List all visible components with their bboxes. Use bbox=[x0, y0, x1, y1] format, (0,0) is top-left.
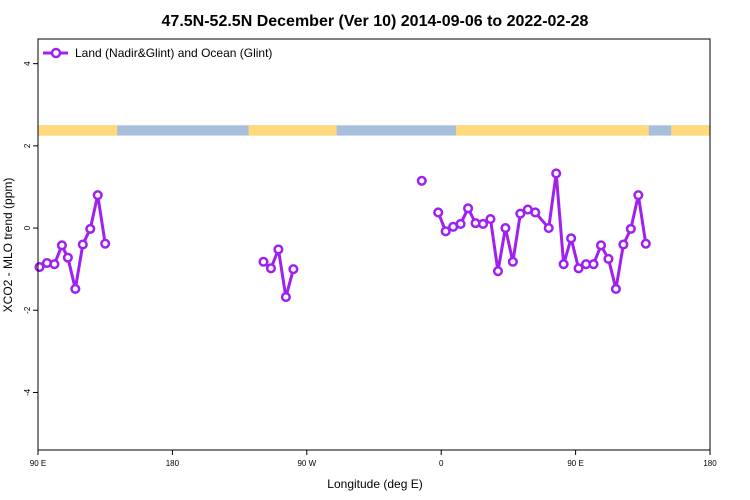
y-tick-label: -2 bbox=[23, 306, 32, 314]
data-point bbox=[485, 213, 496, 225]
ocean-band bbox=[38, 125, 710, 136]
data-point bbox=[640, 238, 651, 249]
x-tick-label: 180 bbox=[166, 459, 180, 468]
series-line bbox=[436, 171, 648, 291]
data-point bbox=[416, 175, 427, 186]
chart-title: 47.5N-52.5N December (Ver 10) 2014-09-06… bbox=[162, 13, 589, 30]
data-point bbox=[595, 240, 607, 251]
data-point bbox=[530, 207, 541, 218]
data-point bbox=[625, 223, 636, 234]
legend-marker bbox=[50, 47, 62, 59]
data-point bbox=[85, 223, 96, 234]
data-point bbox=[70, 283, 81, 294]
data-point bbox=[288, 264, 299, 275]
data-point bbox=[463, 203, 474, 214]
x-tick-label: 90 E bbox=[30, 459, 46, 468]
data-point bbox=[455, 218, 466, 229]
data-point bbox=[49, 259, 60, 270]
data-point bbox=[610, 283, 621, 294]
data-point bbox=[258, 256, 269, 267]
series-layer bbox=[34, 168, 651, 303]
y-axis: -4 -2 0 2 4 bbox=[23, 61, 38, 396]
x-tick-label: 0 bbox=[439, 459, 444, 468]
data-point bbox=[588, 259, 599, 270]
y-tick-label: 0 bbox=[23, 225, 32, 230]
x-tick-label: 180 bbox=[703, 459, 717, 468]
data-point bbox=[492, 266, 503, 277]
land-band-3 bbox=[671, 125, 710, 136]
y-tick-label: 2 bbox=[23, 143, 32, 148]
land-band-2 bbox=[456, 125, 649, 136]
data-point bbox=[265, 263, 277, 274]
data-point bbox=[62, 252, 73, 263]
data-point bbox=[618, 239, 629, 250]
data-point bbox=[558, 259, 569, 270]
data-point bbox=[573, 263, 584, 274]
series-line bbox=[262, 247, 295, 299]
data-point bbox=[500, 223, 511, 234]
data-point bbox=[543, 223, 554, 234]
legend-label: Land (Nadir&Glint) and Ocean (Glint) bbox=[75, 46, 272, 60]
plot-frame bbox=[37, 38, 711, 451]
data-point bbox=[507, 256, 518, 267]
data-point bbox=[56, 240, 67, 251]
x-axis-label: Longitude (deg E) bbox=[327, 477, 422, 491]
y-tick-label: 4 bbox=[23, 61, 32, 66]
data-point bbox=[100, 238, 111, 249]
x-tick-label: 90 E bbox=[567, 459, 583, 468]
data-point bbox=[566, 233, 577, 244]
data-point bbox=[77, 239, 88, 250]
data-point bbox=[551, 168, 562, 179]
data-point bbox=[273, 244, 284, 255]
data-point bbox=[515, 208, 526, 219]
land-band-1 bbox=[248, 125, 337, 136]
legend: Land (Nadir&Glint) and Ocean (Glint) bbox=[43, 46, 272, 60]
x-tick-label: 90 W bbox=[297, 459, 316, 468]
series-line bbox=[38, 193, 107, 291]
data-point bbox=[92, 190, 103, 201]
data-point bbox=[440, 226, 451, 237]
data-point bbox=[433, 207, 444, 218]
y-axis-label: XCO2 - MLO trend (ppm) bbox=[1, 178, 15, 313]
land-ocean-strip bbox=[38, 125, 710, 136]
data-point bbox=[477, 218, 489, 229]
data-point bbox=[633, 190, 644, 201]
x-axis: 90 E 180 90 W 0 90 E 180 bbox=[30, 450, 717, 468]
data-point bbox=[603, 253, 614, 264]
land-band-0 bbox=[38, 125, 118, 136]
y-tick-label: -4 bbox=[23, 388, 32, 396]
data-point bbox=[280, 292, 291, 303]
